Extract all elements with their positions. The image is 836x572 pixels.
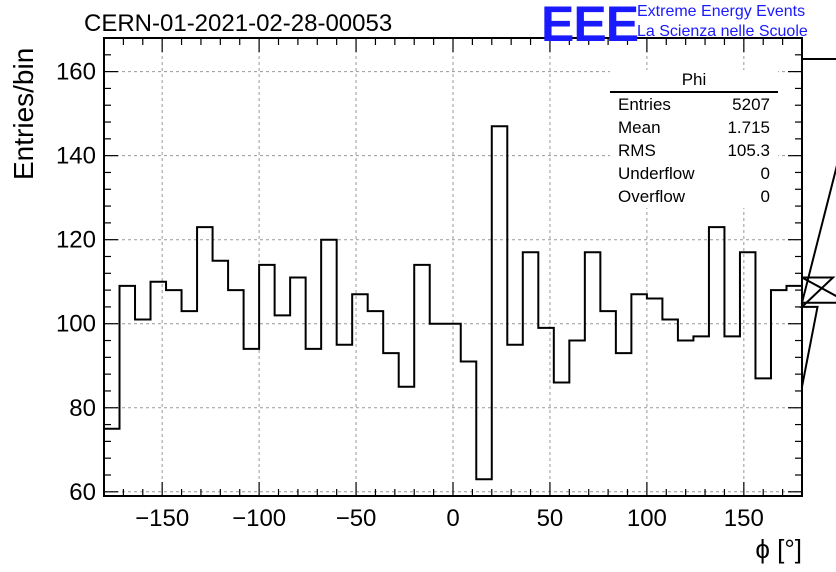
stats-label: RMS — [618, 141, 656, 160]
x-tick-label: −50 — [336, 505, 377, 532]
eee-logo: EEE — [541, 0, 639, 52]
y-tick-label: 140 — [56, 143, 96, 170]
stats-row-entries: Entries 5207 — [610, 93, 778, 116]
stats-row-rms: RMS 105.3 — [610, 139, 778, 162]
x-tick-label: 150 — [724, 505, 764, 532]
stats-label: Overflow — [618, 187, 686, 206]
x-axis-label: ϕ [°] — [755, 534, 802, 564]
stats-value: 0 — [760, 187, 770, 206]
stats-value: 5207 — [732, 95, 770, 114]
stats-label: Underflow — [618, 164, 695, 183]
y-tick-label: 160 — [56, 59, 96, 86]
x-tick-label: −100 — [232, 505, 286, 532]
x-tick-label: 100 — [627, 505, 667, 532]
axis-ticks — [104, 37, 802, 496]
x-tick-label: 0 — [446, 505, 459, 532]
stats-row-underflow: Underflow 0 — [610, 162, 778, 185]
stats-label: Mean — [618, 118, 661, 137]
x-tick-label: 50 — [537, 505, 564, 532]
stats-row-overflow: Overflow 0 — [610, 185, 778, 208]
x-tick-label: −150 — [135, 505, 189, 532]
plot-frame — [103, 37, 803, 497]
stats-value: 105.3 — [727, 141, 770, 160]
y-tick-label: 80 — [69, 395, 96, 422]
stats-value: 0 — [760, 164, 770, 183]
logo-subtitle-2: La Scienza nelle Scuole — [637, 23, 808, 40]
histogram-steps — [103, 58, 836, 496]
stats-row-mean: Mean 1.715 — [610, 116, 778, 139]
tick-labels: −150 −100 −50 0 50 100 150 60 80 100 120 140 160 — [56, 59, 764, 532]
chart-title: CERN-01-2021-02-28-00053 — [84, 10, 393, 37]
stats-title: Phi — [610, 70, 778, 93]
stats-box: Phi Entries 5207 Mean 1.715 RMS 105.3 Un… — [610, 70, 778, 208]
y-tick-label: 60 — [69, 479, 96, 506]
stats-label: Entries — [618, 95, 671, 114]
y-tick-label: 120 — [56, 227, 96, 254]
y-axis-label: Entries/bin — [8, 47, 39, 180]
stats-value: 1.715 — [727, 118, 770, 137]
y-tick-label: 100 — [56, 311, 96, 338]
logo-subtitle-1: Extreme Energy Events — [637, 3, 806, 20]
